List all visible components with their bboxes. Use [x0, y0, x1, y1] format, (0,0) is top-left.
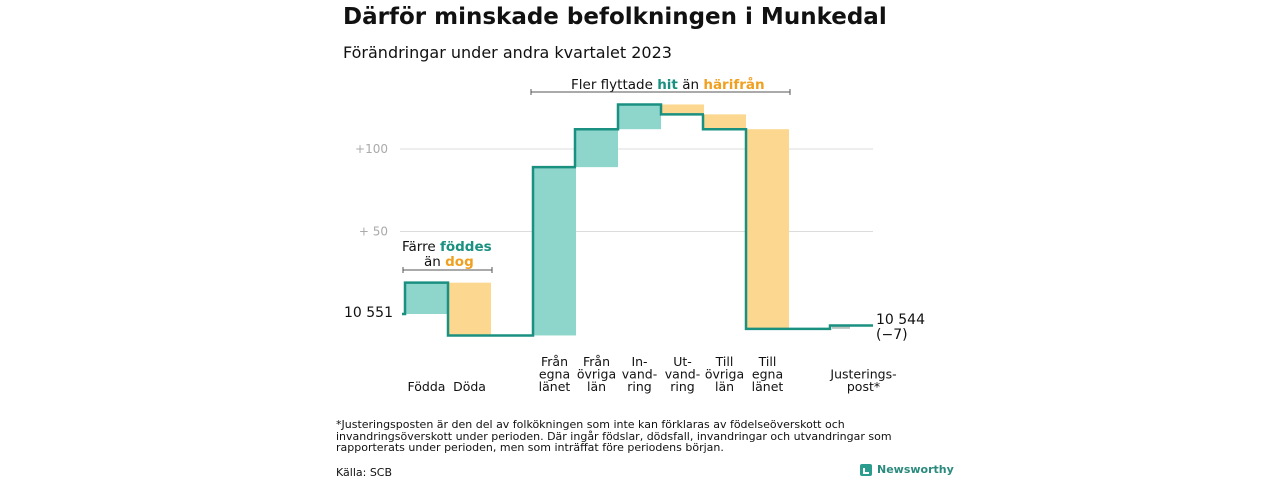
category-label: vand- [665, 367, 700, 382]
newsworthy-logo-icon [860, 463, 872, 476]
brand-logo: Newsworthy [860, 463, 954, 476]
category-label: Ut- [673, 354, 692, 369]
source-label: Källa: SCB [336, 466, 393, 479]
bar-utvandring [661, 104, 704, 115]
category-label: vand- [622, 367, 657, 382]
category-label: länet [752, 379, 784, 394]
running-total-path [402, 103, 873, 337]
brand-name: Newsworthy [877, 463, 954, 476]
running-total-line [402, 103, 873, 337]
category-label: länet [539, 379, 571, 394]
category-label: Till [715, 354, 734, 369]
gridlines: +100 + 50 [355, 142, 873, 239]
category-label: egna [752, 367, 783, 382]
annotation-birth-death-bracket [402, 267, 493, 273]
annotation-birth-death-line2: än dog [424, 254, 474, 270]
footnote: *Justeringsposten är den del av folkökni… [336, 418, 892, 454]
category-label: egna [539, 367, 570, 382]
category-label: län [715, 379, 734, 394]
bar-döda [448, 282, 491, 336]
category-label: Från [541, 354, 568, 369]
end-change-label: (−7) [876, 327, 908, 343]
category-label: Döda [453, 379, 486, 394]
annotation-migration: Fler flyttade hit än härifrån [571, 76, 765, 93]
bars [405, 104, 850, 336]
chart-subtitle: Förändringar under andra kvartalet 2023 [343, 43, 672, 62]
y-tick-label: + 50 [359, 225, 388, 239]
category-label: post* [847, 379, 880, 394]
category-label: ring [670, 379, 694, 394]
end-value-label: 10 544 [876, 312, 925, 328]
category-label: Justerings- [829, 367, 896, 382]
annotation-migration-bracket [530, 89, 791, 95]
category-label: ring [627, 379, 651, 394]
category-label: län [587, 379, 606, 394]
chart-title: Därför minskade befolkningen i Munkedal [343, 4, 887, 30]
category-label: Till [758, 354, 777, 369]
category-label: Från [583, 354, 610, 369]
bar-frånegnalänet [533, 167, 576, 336]
category-label: In- [631, 354, 647, 369]
category-label: Födda [408, 379, 446, 394]
category-label: övriga [705, 367, 744, 382]
bar-tillövrigalän [703, 114, 746, 130]
bar-frånövrigalän [575, 129, 618, 168]
category-label: övriga [577, 367, 616, 382]
y-tick-label: +100 [355, 142, 388, 156]
waterfall-chart: +100+ 50 Födda DödaFrånegnalänetFrånövrig… [344, 76, 925, 394]
bar-invandring [618, 104, 661, 130]
category-labels: Födda DödaFrånegnalänetFrånövrigalänIn-va… [408, 354, 897, 394]
bar-födda [405, 282, 448, 314]
bar-justeringspost [832, 325, 850, 329]
bar-tillegnalänet [746, 129, 789, 329]
start-value-label: 10 551 [344, 305, 393, 321]
annotation-birth-death-line1: Färre föddes [402, 239, 492, 255]
